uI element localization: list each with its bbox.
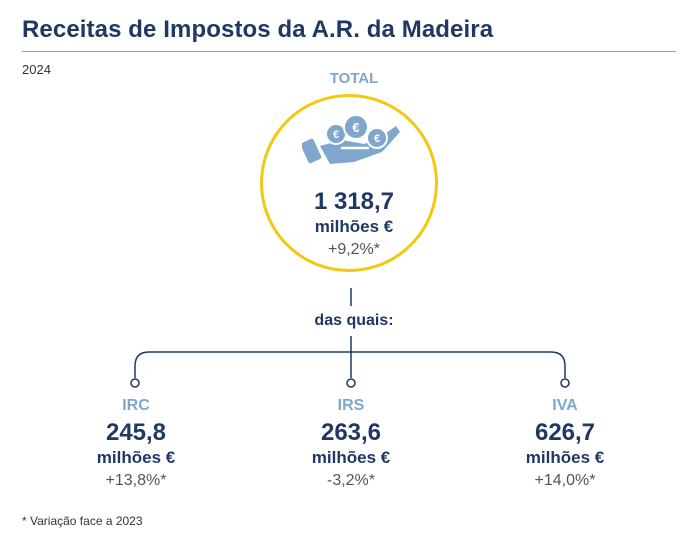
category-unit: milhões € — [311, 448, 391, 467]
total-change: +9,2%* — [327, 241, 381, 258]
category-iva: IVA 626,7 milhões € +14,0%* — [485, 397, 645, 492]
total-label: TOTAL — [329, 70, 379, 87]
breakdown-label: das quais: — [314, 312, 394, 329]
footnote: * Variação face a 2023 — [22, 514, 143, 528]
page-title: Receitas de Impostos da A.R. da Madeira — [22, 16, 494, 43]
total-circle — [260, 94, 438, 272]
year-label: 2024 — [22, 62, 51, 77]
category-irs: IRS 263,6 milhões € -3,2%* — [271, 397, 431, 492]
category-unit: milhões € — [96, 448, 176, 467]
category-unit: milhões € — [525, 448, 605, 467]
category-value: 263,6 — [320, 419, 382, 446]
category-irc: IRC 245,8 milhões € +13,8%* — [56, 397, 216, 492]
title-divider — [22, 51, 676, 52]
total-unit: milhões € — [314, 217, 394, 236]
category-value: 245,8 — [105, 419, 167, 446]
hand-with-euro-coins-icon: € € € — [302, 114, 400, 164]
total-value: 1 318,7 — [313, 188, 395, 215]
svg-text:€: € — [352, 120, 359, 135]
category-value: 626,7 — [534, 419, 596, 446]
svg-text:€: € — [374, 133, 380, 145]
svg-text:€: € — [333, 129, 339, 141]
category-label: IVA — [552, 397, 578, 414]
category-label: IRC — [122, 397, 150, 414]
category-change: +14,0%* — [534, 472, 596, 489]
category-change: -3,2%* — [326, 472, 376, 489]
category-change: +13,8%* — [105, 472, 167, 489]
category-label: IRS — [337, 397, 365, 414]
